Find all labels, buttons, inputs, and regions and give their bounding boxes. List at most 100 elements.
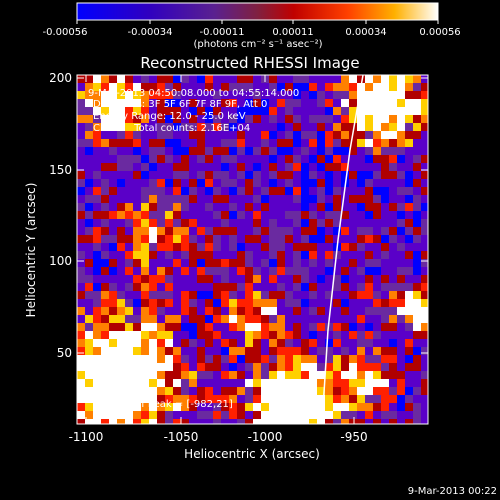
image-pixel (157, 331, 166, 340)
image-pixel (357, 155, 366, 164)
image-pixel (125, 91, 134, 100)
image-pixel (85, 251, 94, 260)
image-pixel (309, 419, 318, 424)
image-pixel (253, 155, 262, 164)
image-pixel (349, 219, 358, 228)
image-pixel (189, 91, 198, 100)
image-pixel (373, 395, 382, 404)
image-pixel (413, 107, 422, 116)
image-pixel (333, 179, 342, 188)
image-pixel (197, 267, 206, 276)
image-pixel (181, 323, 190, 332)
image-pixel (245, 75, 254, 84)
image-pixel (109, 283, 118, 292)
image-pixel (173, 307, 182, 316)
image-pixel (293, 235, 302, 244)
image-pixel (381, 331, 390, 340)
image-pixel (125, 299, 134, 308)
image-pixel (149, 131, 158, 140)
image-pixel (349, 267, 358, 276)
image-pixel (357, 411, 366, 420)
image-pixel (317, 371, 326, 380)
image-pixel (405, 291, 414, 300)
image-pixel (125, 115, 134, 124)
image-pixel (237, 171, 246, 180)
image-pixel (373, 339, 382, 348)
image-pixel (237, 123, 246, 132)
image-pixel (117, 155, 126, 164)
image-pixel (421, 179, 428, 188)
image-pixel (349, 251, 358, 260)
image-pixel (389, 227, 398, 236)
image-pixel (349, 83, 358, 92)
image-pixel (93, 187, 102, 196)
image-pixel (133, 131, 142, 140)
image-pixel (269, 107, 278, 116)
image-pixel (197, 307, 206, 316)
image-pixel (221, 187, 230, 196)
image-pixel (221, 243, 230, 252)
image-pixel (333, 403, 342, 412)
image-pixel (397, 211, 406, 220)
image-pixel (245, 259, 254, 268)
image-pixel (237, 227, 246, 236)
image-pixel (157, 123, 166, 132)
image-pixel (109, 259, 118, 268)
image-pixel (85, 227, 94, 236)
image-pixel (77, 131, 86, 140)
image-pixel (229, 395, 238, 404)
image-pixel (237, 139, 246, 148)
image-pixel (357, 243, 366, 252)
image-pixel (389, 251, 398, 260)
footer-timestamp: 9-Mar-2013 00:22 (408, 486, 497, 497)
image-pixel (341, 323, 350, 332)
image-pixel (93, 243, 102, 252)
image-pixel (341, 171, 350, 180)
image-pixel (333, 299, 342, 308)
image-pixel (309, 107, 318, 116)
image-pixel (157, 107, 166, 116)
image-pixel (293, 267, 302, 276)
image-pixel (157, 299, 166, 308)
image-pixel (421, 403, 428, 412)
image-pixel (333, 123, 342, 132)
image-pixel (309, 163, 318, 172)
image-pixel (349, 403, 358, 412)
image-pixel (125, 179, 134, 188)
image-pixel (301, 379, 310, 388)
image-pixel (333, 395, 342, 404)
image-pixel (333, 323, 342, 332)
image-pixel (381, 419, 390, 424)
image-pixel (301, 307, 310, 316)
image-pixel (413, 211, 422, 220)
image-pixel (245, 179, 254, 188)
image-pixel (165, 155, 174, 164)
image-pixel (421, 283, 428, 292)
image-pixel (197, 123, 206, 132)
image-pixel (357, 251, 366, 260)
image-pixel (301, 99, 310, 108)
image-pixel (277, 155, 286, 164)
image-pixel (293, 299, 302, 308)
image-pixel (125, 307, 134, 316)
image-pixel (309, 355, 318, 364)
image-pixel (301, 243, 310, 252)
image-pixel (237, 243, 246, 252)
image-pixel (165, 219, 174, 228)
image-pixel (221, 275, 230, 284)
image-pixel (149, 379, 158, 388)
image-pixel (245, 211, 254, 220)
image-pixel (165, 91, 174, 100)
image-pixel (301, 75, 310, 84)
image-pixel (125, 355, 134, 364)
image-pixel (349, 195, 358, 204)
image-pixel (77, 99, 86, 108)
image-pixel (365, 147, 374, 156)
image-pixel (373, 195, 382, 204)
image-pixel (381, 243, 390, 252)
image-pixel (141, 315, 150, 324)
image-pixel (253, 123, 262, 132)
image-pixel (373, 331, 382, 340)
image-pixel (157, 139, 166, 148)
image-pixel (101, 131, 110, 140)
